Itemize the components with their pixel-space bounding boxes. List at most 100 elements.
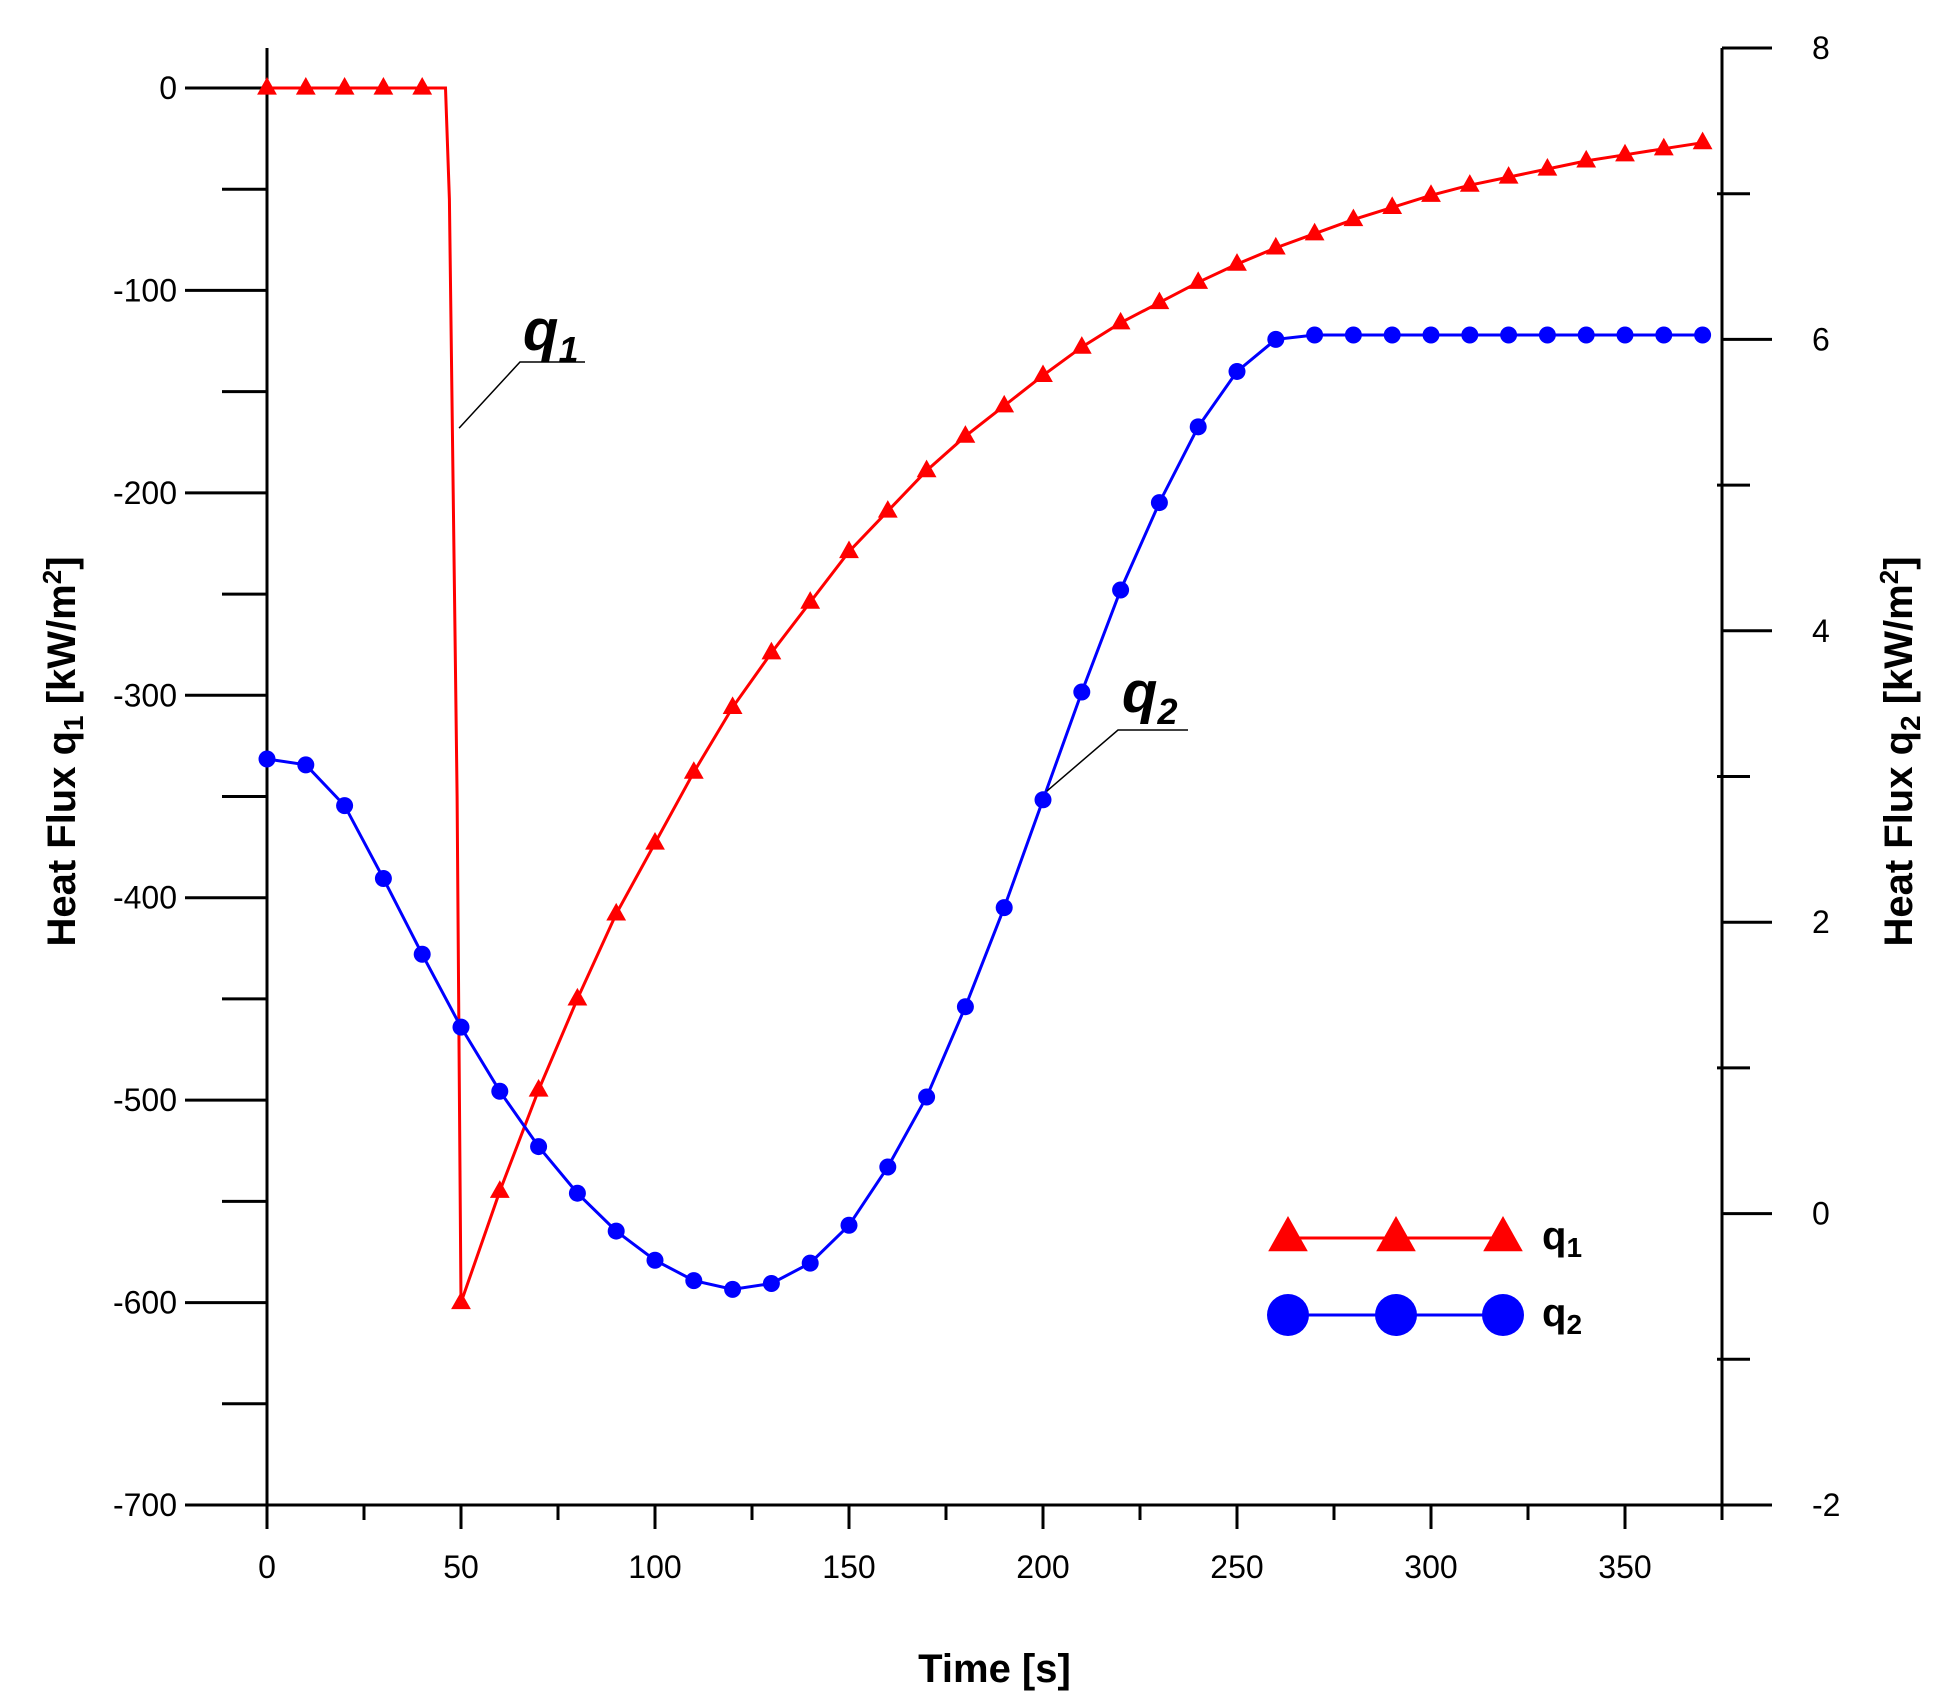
data-point-q1 [295,77,316,95]
data-point-q1 [1033,364,1053,383]
data-point-q1 [606,902,627,921]
data-point-q2 [1150,494,1168,512]
data-point-q1 [1459,174,1480,192]
y-axis-left-title: Heat Flux q1 [kW/m2] [37,556,89,946]
data-point-q1 [1149,291,1170,310]
data-point-q2 [1228,362,1246,380]
data-point-q1 [1537,157,1558,176]
data-point-q1 [761,641,782,660]
legend-q2-marker [1375,1294,1417,1336]
data-point-q2 [1655,326,1673,344]
y-left-tick-label: -100 [113,272,177,308]
data-point-q1 [1615,143,1635,162]
annotation-q1-label: q1 [523,298,578,370]
y-right-tick-label: 0 [1812,1196,1830,1232]
y-left-tick-label: -500 [113,1082,177,1118]
y-axis-right: 8 6 4 2 0 -2 [1717,30,1840,1523]
data-point-q2 [1189,418,1207,436]
data-point-q2 [530,1138,548,1156]
data-point-q1 [1382,196,1403,215]
y-axis-right-title-sub: 2 [1895,715,1926,731]
data-point-q2 [1461,326,1479,344]
y-axis-right-title-main: Heat Flux q [1877,731,1921,947]
y-axis-left: 0 -100 -200 -300 -400 -500 -600 -700 [113,70,267,1523]
y-left-tick-label: -200 [113,475,177,511]
legend-q1-sub: 1 [1566,1232,1582,1263]
y-axis-right-title: Heat Flux q2 [kW/m2] [1874,556,1926,946]
data-point-q1 [334,77,355,95]
data-point-q1 [1188,271,1209,289]
data-point-q2 [374,869,392,887]
data-point-q2 [607,1222,625,1240]
y-axis-right-title-unit: [kW/m [1877,584,1921,715]
data-point-q1 [528,1079,549,1097]
y-right-tick-label: 6 [1812,321,1830,357]
data-point-q2 [1500,326,1518,344]
data-point-q1 [955,425,976,443]
y-right-tick-label: 8 [1812,30,1830,66]
data-point-q1 [412,77,433,95]
y-left-tick-label: 0 [159,70,177,106]
y-axis-left-title-main: Heat Flux q [40,731,84,947]
data-point-q1 [489,1180,510,1198]
data-point-q2 [1073,683,1091,701]
legend-q2-label: q2 [1542,1291,1582,1340]
data-point-q2 [995,899,1013,917]
data-point-q1 [1265,236,1286,255]
plot-frame [265,48,1724,1507]
annotation-q2-label: q2 [1122,660,1177,732]
y-right-tick-label: 2 [1812,904,1830,940]
y-left-tick-label: -700 [113,1487,177,1523]
series-line-q1 [267,86,1703,1304]
data-point-q2 [1422,326,1440,344]
legend-q1-marker [1483,1216,1523,1252]
x-tick-label: 0 [258,1549,276,1585]
x-axis: 0 50 100 150 200 250 300 350 [258,1505,1724,1585]
data-point-q1 [1110,311,1131,330]
data-point-q2 [336,797,354,815]
data-point-q2 [685,1272,703,1290]
data-point-q1 [722,696,743,715]
data-point-q1 [567,987,588,1006]
data-point-q2 [762,1275,780,1293]
y-left-tick-label: -600 [113,1285,177,1321]
y-axis-left-title-close: ] [40,556,84,569]
x-tick-label: 200 [1016,1549,1069,1585]
data-point-q1 [1343,208,1364,227]
annotation-q2-text: q [1122,660,1157,725]
x-tick-label: 250 [1210,1549,1263,1585]
x-tick-label: 50 [443,1549,479,1585]
data-point-q2 [1577,326,1595,344]
annotation-q2-sub: 2 [1156,691,1177,732]
x-tick-label: 300 [1404,1549,1457,1585]
annotation-q1: q1 [458,298,585,429]
y-right-tick-label: -2 [1812,1487,1840,1523]
data-point-q1 [451,1291,471,1310]
y-left-tick-label: -400 [113,880,177,916]
annotation-q2-leader [1046,729,1188,792]
legend-q1-symbol [1268,1216,1523,1252]
x-axis-title: Time [s] [918,1647,1071,1691]
data-point-q2 [801,1254,819,1272]
legend-q2-marker [1482,1294,1524,1336]
data-point-q1 [1653,137,1674,156]
legend-q2-sub: 2 [1566,1309,1582,1340]
annotation-q2: q2 [1046,660,1188,792]
annotation-q1-sub: 1 [558,329,578,370]
data-point-q2 [413,945,431,963]
legend-q2-name: q [1542,1291,1566,1335]
y-left-tick-label: -300 [113,677,177,713]
data-point-q1 [877,500,898,518]
data-point-q2 [297,756,315,774]
data-point-q1 [1227,253,1247,271]
data-point-q2 [1616,326,1634,344]
legend-q1-marker [1376,1216,1416,1252]
data-point-q1 [645,832,665,850]
annotation-q1-leader [458,361,585,429]
x-tick-label: 150 [822,1549,875,1585]
data-point-q2 [724,1280,742,1298]
y-axis-right-title-close: ] [1877,556,1921,569]
data-point-q2 [1306,326,1324,344]
data-point-q2 [840,1216,858,1234]
